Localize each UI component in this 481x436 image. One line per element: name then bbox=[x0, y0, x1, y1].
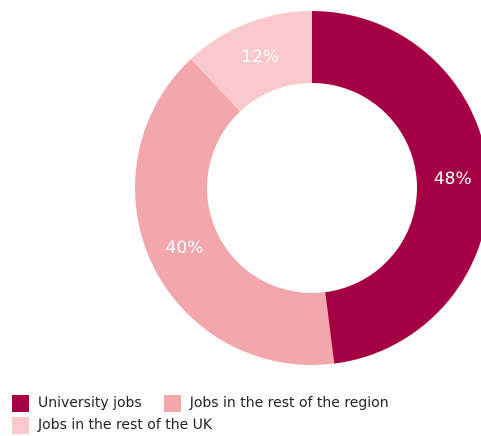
legend-item-jobs-rest-of-uk: Jobs in the rest of the UK bbox=[12, 416, 212, 434]
legend-label-jobs-rest-of-uk: Jobs in the rest of the UK bbox=[38, 417, 213, 433]
legend: University jobs Jobs in the rest of the … bbox=[12, 394, 477, 434]
legend-label-jobs-rest-of-region: Jobs in the rest of the region bbox=[189, 395, 389, 411]
donut-chart: 48% 40% 12% bbox=[134, 11, 481, 366]
donut-slices bbox=[134, 11, 481, 366]
legend-swatch-university-jobs bbox=[12, 394, 29, 412]
slice-label-jobs-rest-of-region: 40% bbox=[166, 238, 204, 258]
slice-jobs-rest-of-region bbox=[134, 58, 335, 366]
slice-university-jobs bbox=[312, 11, 481, 364]
legend-swatch-jobs-rest-of-uk bbox=[12, 416, 29, 434]
slice-label-jobs-rest-of-uk: 12% bbox=[241, 47, 279, 67]
legend-swatch-jobs-rest-of-region bbox=[163, 394, 181, 412]
legend-item-jobs-rest-of-region: Jobs in the rest of the region bbox=[163, 394, 389, 412]
legend-label-university-jobs: University jobs bbox=[38, 395, 142, 411]
slice-label-university-jobs: 48% bbox=[434, 169, 472, 189]
donut-slice-labels: 48% 40% 12% bbox=[166, 47, 472, 258]
legend-item-university-jobs: University jobs bbox=[12, 394, 142, 412]
slice-jobs-rest-of-uk bbox=[190, 11, 312, 112]
